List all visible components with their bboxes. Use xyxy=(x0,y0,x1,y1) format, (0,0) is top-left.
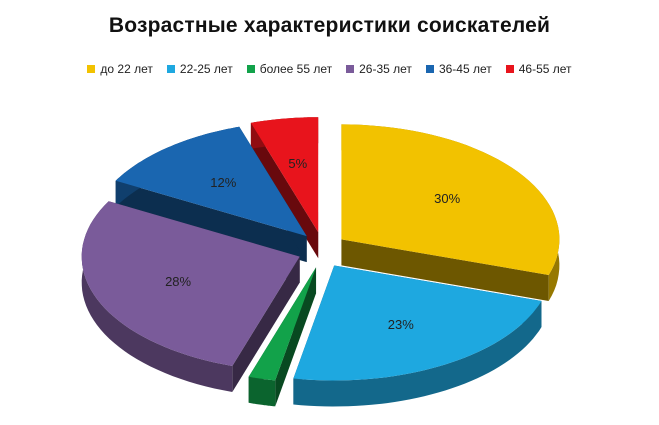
legend-swatch xyxy=(505,65,514,73)
legend-label: более 55 лет xyxy=(259,62,333,76)
pie-slice-46-55 xyxy=(250,117,319,259)
legend-swatch xyxy=(87,65,96,73)
legend-label: 46-55 лет xyxy=(518,62,572,76)
slice-top xyxy=(341,124,560,276)
pie-slice-bolee-55 xyxy=(248,267,317,407)
slice-top xyxy=(293,265,542,381)
legend-swatch xyxy=(166,65,175,73)
legend-item-bolee-55: более 55 лет xyxy=(246,62,333,76)
slice-label-22-25: 23% xyxy=(388,317,414,332)
pie-slice-26-35 xyxy=(81,201,300,392)
slice-top xyxy=(248,267,317,381)
slice-top xyxy=(115,126,307,237)
legend-swatch xyxy=(246,65,255,73)
legend-swatch xyxy=(346,65,355,73)
legend-item-do-22: до 22 лет xyxy=(87,62,153,76)
legend-item-46-55: 46-55 лет xyxy=(505,62,572,76)
pie-slice-22-25 xyxy=(293,265,542,407)
chart-title: Возрастные характеристики соискателей xyxy=(108,14,551,37)
legend-item-22-25: 22-25 лет xyxy=(166,62,233,76)
slice-side xyxy=(115,180,307,263)
slice-top xyxy=(81,201,300,366)
slice-wall xyxy=(248,376,276,407)
legend-item-26-35: 26-35 лет xyxy=(346,62,412,76)
chart-legend: до 22 лет 22-25 лет более 55 лет 26-35 лет 3… xyxy=(0,62,659,76)
slice-label-do-22: 30% xyxy=(434,191,460,206)
pie-slice-do-22 xyxy=(341,124,560,302)
legend-swatch xyxy=(425,65,434,73)
slice-side xyxy=(232,256,300,392)
pie-slice-36-45 xyxy=(115,126,307,263)
slice-wall xyxy=(293,301,542,407)
legend-label: 36-45 лет xyxy=(438,62,492,76)
legend-label: 26-35 лет xyxy=(359,62,412,76)
legend-label: до 22 лет xyxy=(100,62,153,76)
slice-side xyxy=(250,122,319,259)
slice-wall xyxy=(81,201,233,392)
slice-label-46-55: 5% xyxy=(288,156,307,171)
slice-top xyxy=(250,117,319,233)
slice-label-26-35: 28% xyxy=(165,274,191,289)
legend-label: 22-25 лет xyxy=(179,62,233,76)
slice-side xyxy=(341,239,549,301)
legend-item-36-45: 36-45 лет xyxy=(425,62,492,76)
slice-label-36-45: 12% xyxy=(210,175,236,190)
